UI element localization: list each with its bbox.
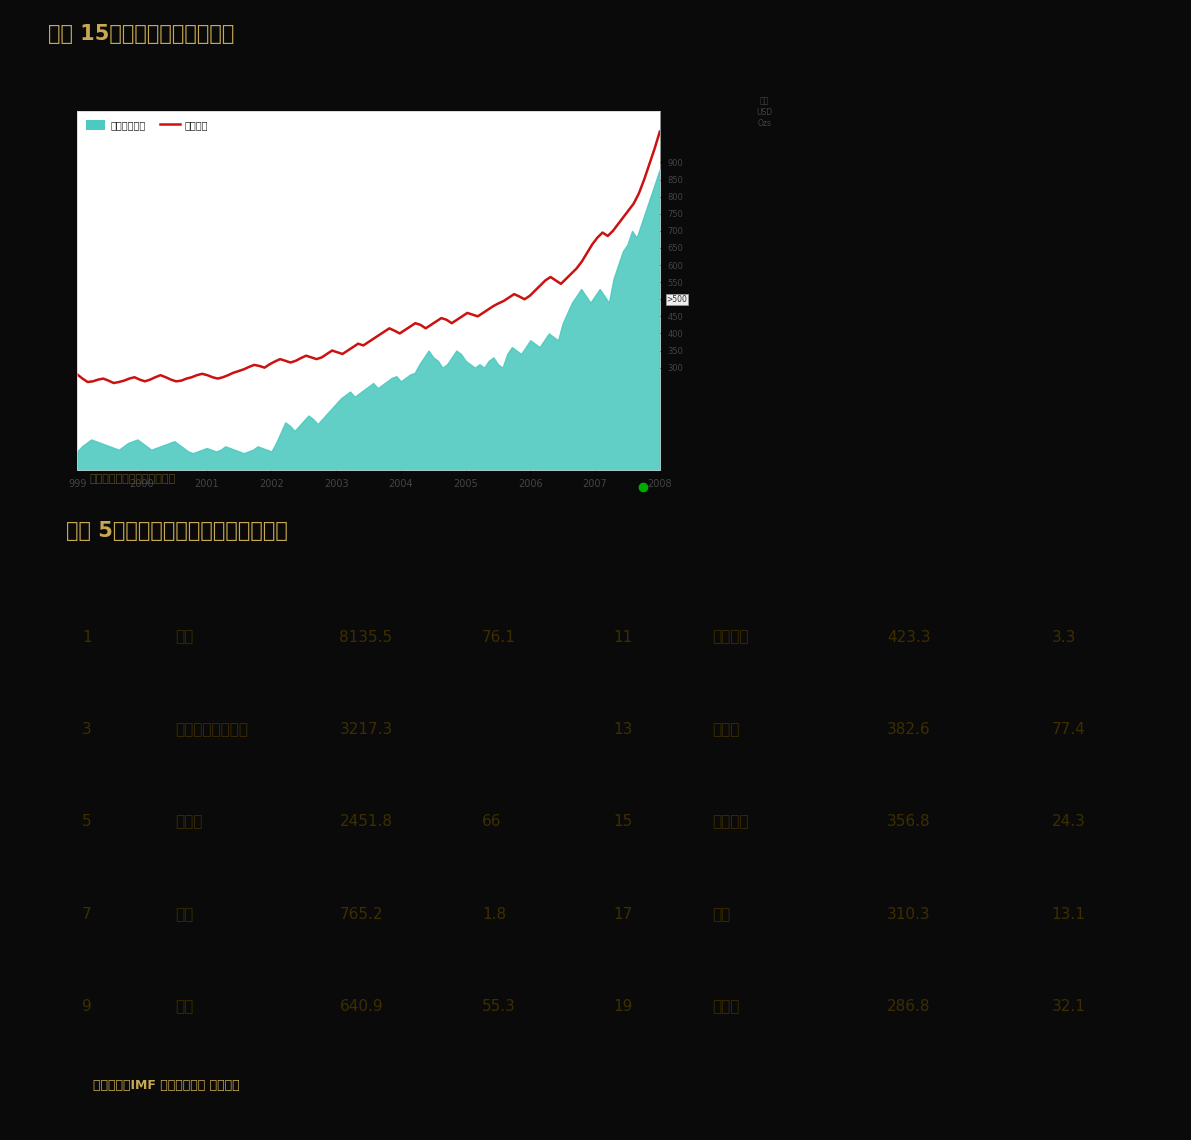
Text: 英国: 英国	[712, 906, 730, 921]
Text: 310.3: 310.3	[887, 906, 931, 921]
Text: 66: 66	[482, 814, 501, 829]
Text: 数据来源：IMF 世界黄金协会 中证期货: 数据来源：IMF 世界黄金协会 中证期货	[93, 1080, 239, 1092]
Text: 76.1: 76.1	[482, 629, 516, 644]
Text: 8135.5: 8135.5	[339, 629, 393, 644]
Text: 委内瑞拉: 委内瑞拉	[712, 814, 748, 829]
Text: 423.3: 423.3	[887, 629, 931, 644]
Text: 5: 5	[82, 814, 92, 829]
Text: 286.8: 286.8	[887, 999, 931, 1013]
Text: 黎巴嫩: 黎巴嫩	[712, 999, 740, 1013]
Text: 19: 19	[613, 999, 632, 1013]
Text: 24.3: 24.3	[1052, 814, 1085, 829]
Text: 32.1: 32.1	[1052, 999, 1085, 1013]
Text: 1: 1	[82, 629, 92, 644]
Text: 7: 7	[82, 906, 92, 921]
Text: 13.1: 13.1	[1052, 906, 1085, 921]
Text: 11: 11	[613, 629, 632, 644]
Text: 55.3: 55.3	[482, 999, 516, 1013]
Text: 17: 17	[613, 906, 632, 921]
Text: 荷兰: 荷兰	[175, 999, 193, 1013]
Text: 2451.8: 2451.8	[339, 814, 393, 829]
Text: 13: 13	[613, 722, 632, 736]
Text: >500: >500	[667, 295, 687, 303]
Text: 中国台湾: 中国台湾	[712, 629, 748, 644]
Text: 3: 3	[82, 722, 92, 736]
Text: 图表 15：基金多头持仓与金价: 图表 15：基金多头持仓与金价	[48, 24, 233, 44]
Text: 意大利: 意大利	[175, 814, 202, 829]
Legend: 基金多头持仓, 黄金价格: 基金多头持仓, 黄金价格	[82, 116, 212, 135]
Text: 日本: 日本	[175, 906, 193, 921]
Text: 价格
USD
Ozs: 价格 USD Ozs	[756, 97, 773, 128]
Text: 美国: 美国	[175, 629, 193, 644]
Text: 640.9: 640.9	[339, 999, 384, 1013]
Text: 3.3: 3.3	[1052, 629, 1075, 644]
Text: 765.2: 765.2	[339, 906, 384, 921]
Text: 15: 15	[613, 814, 632, 829]
Text: 葡萄牙: 葡萄牙	[712, 722, 740, 736]
Text: 3217.3: 3217.3	[339, 722, 393, 736]
Text: 77.4: 77.4	[1052, 722, 1085, 736]
Text: 表格 5：世界主要经济体央行黄金储备: 表格 5：世界主要经济体央行黄金储备	[66, 521, 287, 542]
Text: 国际货币基金组织: 国际货币基金组织	[175, 722, 248, 736]
Text: 356.8: 356.8	[887, 814, 931, 829]
Text: 382.6: 382.6	[887, 722, 931, 736]
Text: 9: 9	[82, 999, 92, 1013]
Text: 数据来源：路透社，中证期货: 数据来源：路透社，中证期货	[89, 474, 175, 483]
Text: 1.8: 1.8	[482, 906, 506, 921]
